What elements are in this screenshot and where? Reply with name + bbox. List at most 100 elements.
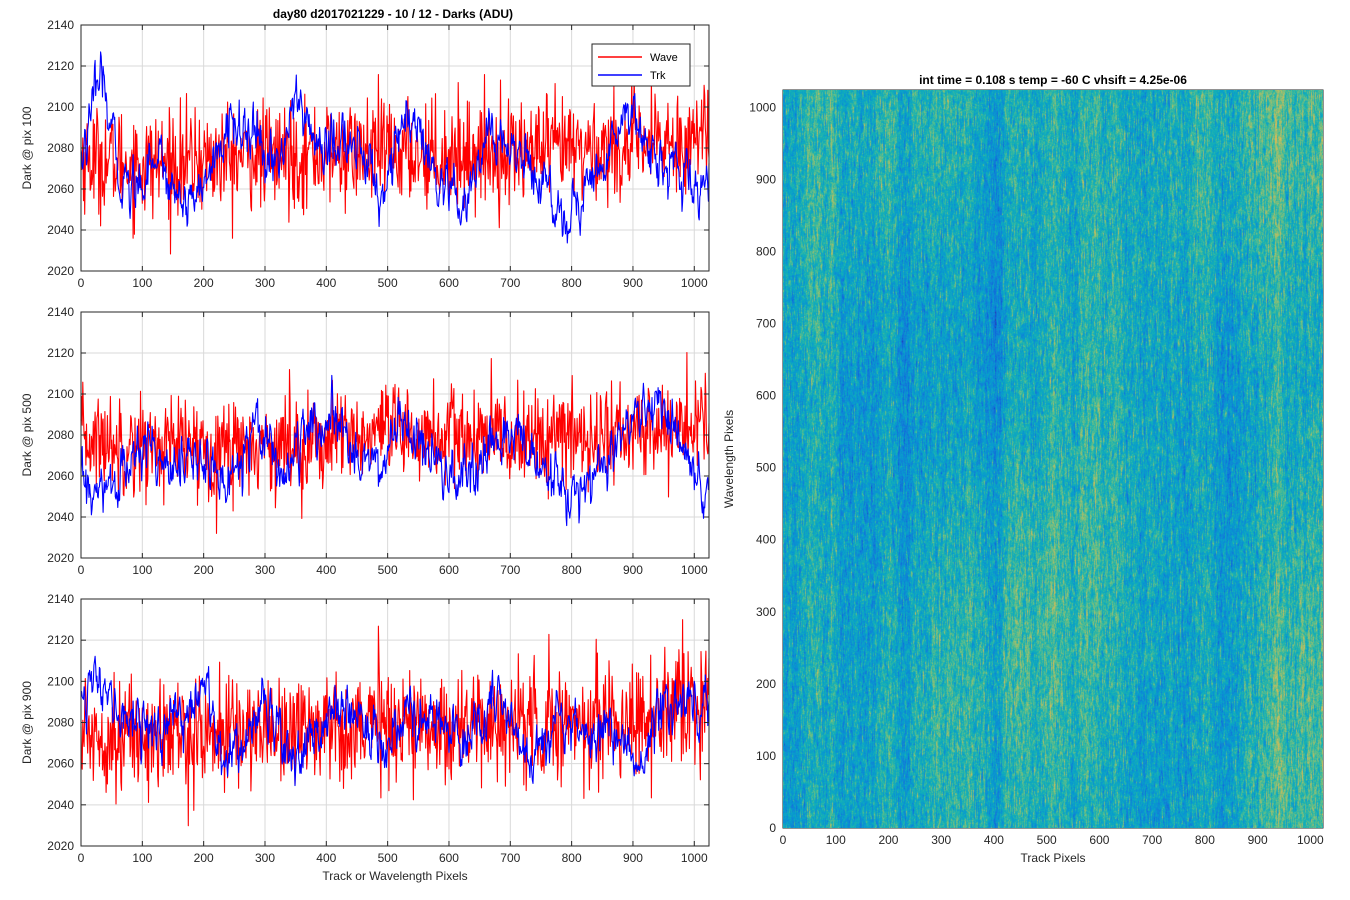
y-tick-label: 800	[756, 244, 776, 258]
series-line-trk	[80, 51, 710, 244]
x-tick-label: 1000	[1297, 833, 1324, 847]
series-lines	[80, 51, 710, 255]
x-tick-label: 500	[378, 851, 398, 865]
y-tick-label: 2140	[47, 18, 74, 32]
x-tick-label: 600	[439, 276, 459, 290]
legend-wave-label: Wave	[650, 52, 678, 64]
x-tick-label: 200	[194, 276, 214, 290]
y-tick-label: 2100	[47, 387, 74, 401]
y-tick-label: 500	[756, 461, 776, 475]
series-line-trk	[80, 374, 710, 527]
x-tick-label: 300	[255, 563, 275, 577]
x-tick-label: 200	[194, 851, 214, 865]
x-tick-label: 300	[255, 851, 275, 865]
y-tick-label: 2120	[47, 633, 74, 647]
y-tick-label: 0	[769, 821, 776, 835]
y-tick-label: 2080	[47, 141, 74, 155]
y-tick-label: 2120	[47, 59, 74, 73]
series-line-trk	[80, 655, 710, 787]
x-tick-label: 400	[316, 563, 336, 577]
x-tick-label: 900	[623, 563, 643, 577]
y-tick-label: 2040	[47, 223, 74, 237]
x-tick-label: 400	[984, 833, 1004, 847]
series-line-wave	[80, 352, 710, 534]
y-tick-label: 300	[756, 605, 776, 619]
series-lines	[80, 619, 710, 827]
x-tick-label: 500	[378, 276, 398, 290]
plot-dark-pix-100: 0 100 200 300 400 500 600 700 800 900 1000 2020 2040…	[20, 18, 710, 290]
x-tick-label: 100	[826, 833, 846, 847]
heatmap-title: int time = 0.108 s temp = -60 C vhsift =…	[919, 73, 1187, 87]
x-tick-label: 700	[500, 563, 520, 577]
x-tick-label: 1000	[681, 563, 708, 577]
y-tick-label: 2020	[47, 839, 74, 853]
axis-ticks: 0 100 200 300 400 500 600 700 800 900 1000 2020 2040…	[47, 305, 709, 577]
y-tick-label: 600	[756, 389, 776, 403]
heatmap-image	[783, 90, 1323, 828]
x-tick-label: 400	[316, 851, 336, 865]
legend: Wave Trk	[591, 43, 691, 87]
x-tick-label: 800	[562, 276, 582, 290]
axis-ticks: 0 100 200 300 400 500 600 700 800 900 1000 2020 2040…	[47, 592, 709, 865]
y-tick-label: 2040	[47, 510, 74, 524]
y-tick-label: 2080	[47, 716, 74, 730]
y-tick-label: 2020	[47, 551, 74, 565]
x-tick-label: 600	[1089, 833, 1109, 847]
axis-ticks: 0 100 200 300 400 500 600 700 800 900 1000 2020 2040…	[47, 18, 709, 290]
y-tick-label: 2140	[47, 592, 74, 606]
x-tick-label: 0	[78, 276, 85, 290]
legend-trk-label: Trk	[650, 70, 666, 82]
y-tick-label: 100	[756, 749, 776, 763]
x-tick-label: 500	[1037, 833, 1057, 847]
y-tick-label: 900	[756, 172, 776, 186]
x-tick-label: 800	[562, 851, 582, 865]
x-axis-label: Track or Wavelength Pixels	[322, 869, 467, 883]
y-axis-label: Wavelength Pixels	[722, 410, 736, 508]
x-tick-label: 100	[132, 851, 152, 865]
y-tick-label: 2060	[47, 182, 74, 196]
y-tick-label: 2020	[47, 264, 74, 278]
y-tick-label: 2040	[47, 798, 74, 812]
x-tick-label: 0	[78, 563, 85, 577]
plot-dark-pix-900: 0 100 200 300 400 500 600 700 800 900 1000 2020 2040…	[20, 592, 710, 883]
y-axis-label: Dark @ pix 100	[20, 106, 34, 189]
x-tick-label: 400	[316, 276, 336, 290]
y-tick-label: 2100	[47, 674, 74, 688]
x-tick-label: 900	[623, 851, 643, 865]
x-tick-label: 1000	[681, 276, 708, 290]
series-lines	[80, 352, 710, 534]
x-tick-label: 300	[931, 833, 951, 847]
x-tick-label: 800	[562, 563, 582, 577]
x-tick-label: 0	[78, 851, 85, 865]
x-tick-label: 100	[132, 563, 152, 577]
x-axis-label: Track Pixels	[1021, 851, 1086, 865]
figure-title: day80 d2017021229 - 10 / 12 - Darks (ADU…	[273, 7, 513, 21]
y-tick-label: 2060	[47, 469, 74, 483]
x-tick-label: 800	[1195, 833, 1215, 847]
y-tick-label: 2060	[47, 757, 74, 771]
x-tick-label: 200	[194, 563, 214, 577]
x-tick-label: 700	[500, 276, 520, 290]
x-tick-label: 1000	[681, 851, 708, 865]
y-tick-label: 2120	[47, 346, 74, 360]
legend-box	[591, 43, 691, 87]
plot-dark-pix-500: 0 100 200 300 400 500 600 700 800 900 1000 2020 2040…	[20, 305, 710, 577]
y-tick-label: 2140	[47, 305, 74, 319]
x-tick-label: 200	[878, 833, 898, 847]
y-tick-label: 2100	[47, 100, 74, 114]
x-tick-label: 900	[1248, 833, 1268, 847]
x-tick-label: 700	[1142, 833, 1162, 847]
x-tick-label: 600	[439, 563, 459, 577]
x-tick-label: 500	[378, 563, 398, 577]
x-tick-label: 600	[439, 851, 459, 865]
x-tick-label: 700	[500, 851, 520, 865]
x-tick-label: 300	[255, 276, 275, 290]
y-axis-label: Dark @ pix 500	[20, 393, 34, 476]
y-axis-label: Dark @ pix 900	[20, 681, 34, 764]
y-tick-label: 200	[756, 677, 776, 691]
y-tick-label: 2080	[47, 428, 74, 442]
y-tick-label: 1000	[749, 100, 776, 114]
x-tick-label: 100	[132, 276, 152, 290]
y-tick-label: 700	[756, 317, 776, 331]
axis-ticks: 0 100 200 300 400 500 600 700 800 900 1000 0 100 200 3…	[749, 90, 1324, 847]
